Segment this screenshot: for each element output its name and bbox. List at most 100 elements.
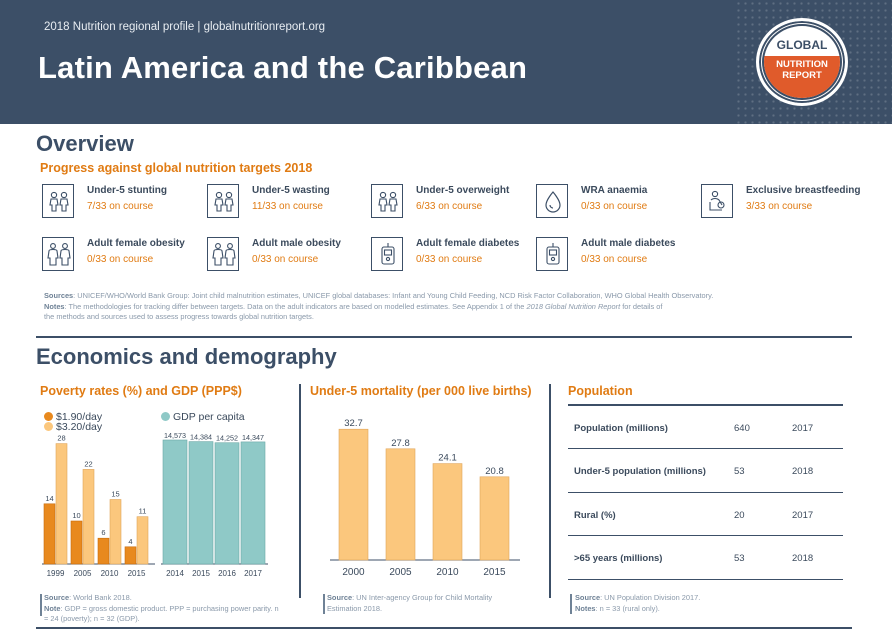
poverty-label-190: 14 (45, 494, 53, 503)
gdp-chart: 14,573 2014 14,384 2015 14,252 2016 14,347 2017 (161, 431, 268, 578)
child-pair-icon (207, 184, 239, 218)
poverty-label-190: 10 (72, 511, 80, 520)
notes-text-2: for details of (620, 301, 663, 311)
target-under-5-overweight: Under-5 overweight 6/33 on course (371, 184, 536, 224)
poverty-chart: 14 28 1999 10 22 2005 6 15 2010 4 11 2015 (42, 434, 155, 578)
logo-line-3: REPORT (782, 70, 822, 81)
poverty-source-note: Source: World Bank 2018. Note: GDP = gro… (44, 593, 284, 625)
mortality-bar (432, 463, 463, 561)
mortality-source-note: Source: UN Inter-agency Group for Child … (327, 593, 497, 614)
mortality-tick-label: 2000 (342, 567, 365, 578)
target-status: 0/33 on course (581, 254, 648, 265)
poverty-tick-label: 2010 (101, 569, 119, 578)
gdp-legend: GDP per capita (161, 411, 245, 423)
bottom-rule (36, 627, 852, 629)
population-source-label: Source (575, 593, 601, 602)
notes-label: Notes (44, 301, 65, 311)
poverty-label-190: 4 (128, 537, 132, 546)
poverty-bar-320 (109, 499, 122, 565)
poverty-bar-190 (70, 520, 83, 565)
poverty-source-text: : World Bank 2018. (69, 593, 132, 602)
target-under-5-stunting: Under-5 stunting 7/33 on course (42, 184, 207, 224)
mortality-source-text: : UN Inter-agency Group for Child Mortal… (327, 593, 493, 613)
target-exclusive-breastfeeding: Exclusive breastfeeding 3/33 on course (701, 184, 866, 224)
poverty-tick-label: 1999 (47, 569, 65, 578)
gdp-value-label: 14,347 (242, 433, 264, 442)
legend-label-190: $1.90/day (56, 411, 103, 423)
column-divider-1 (299, 384, 301, 598)
adult-pair-icon (42, 237, 74, 271)
legend-swatch-320 (44, 422, 53, 431)
mortality-source-label: Source (327, 593, 353, 602)
legend-item-320: $3.20/day (44, 421, 102, 433)
population-row-year: 2018 (792, 553, 814, 564)
notes-line-2: the methods and sources used to assess p… (44, 312, 314, 321)
page-header: 2018 Nutrition regional profile | global… (0, 0, 892, 124)
gdp-tick-label: 2016 (218, 569, 236, 578)
logo-line-2: NUTRITION (776, 59, 828, 70)
poverty-source-label: Source (44, 593, 70, 602)
mortality-value-label: 24.1 (438, 453, 457, 464)
gdp-tick-label: 2017 (244, 569, 262, 578)
population-row-value: 640 (734, 422, 750, 434)
legend-swatch-gdp (161, 412, 170, 421)
target-adult-female-obesity: Adult female obesity 0/33 on course (42, 237, 207, 277)
population-table: Population (millions) 640 2017 Under-5 popu… (568, 404, 843, 580)
sources-label: Sources (44, 291, 74, 300)
sources-text: : UNICEF/WHO/World Bank Group: Joint chi… (73, 291, 714, 300)
glucose-meter-icon (371, 237, 403, 271)
poverty-bar-320 (136, 516, 149, 565)
population-note-label: Notes (575, 603, 596, 613)
population-row-year: 2017 (792, 509, 814, 521)
gdp-tick-label: 2014 (166, 569, 184, 578)
legend-label-gdp: GDP per capita (173, 411, 245, 423)
target-under-5-wasting: Under-5 wasting 11/33 on course (207, 184, 372, 224)
blood-drop-icon (536, 184, 568, 218)
population-row: Rural (%) 20 2017 (568, 493, 843, 536)
poverty-label-320: 11 (139, 507, 147, 516)
poverty-tick-label: 2005 (74, 569, 92, 578)
target-status: 0/33 on course (416, 254, 483, 265)
target-label: Under-5 stunting (87, 185, 167, 196)
gdp-value-label: 14,573 (164, 431, 186, 440)
population-row-year: 2018 (792, 466, 814, 477)
legend-label-320: $3.20/day (56, 421, 103, 433)
poverty-note-label: Note (44, 603, 61, 613)
population-source-text: : UN Population Division 2017. (600, 593, 701, 602)
population-table-top-rule (568, 404, 843, 406)
logo-line-1: GLOBAL (776, 38, 828, 52)
target-label: Exclusive breastfeeding (746, 185, 861, 196)
population-row-year: 2017 (792, 422, 814, 434)
target-status: 0/33 on course (87, 254, 154, 265)
poverty-bar-190 (124, 546, 137, 565)
mortality-bar (479, 476, 510, 561)
target-label: Adult female diabetes (416, 238, 520, 249)
mortality-tick-label: 2015 (483, 567, 506, 578)
population-row-label: Rural (%) (574, 509, 616, 521)
target-label: Adult male obesity (252, 238, 341, 249)
target-label: Adult male diabetes (581, 238, 676, 249)
poverty-source-bar (40, 594, 42, 616)
poverty-note-text: : GDP = gross domestic product. PPP = pu… (44, 603, 279, 624)
target-label: Under-5 overweight (416, 185, 510, 196)
gdp-value-label: 14,384 (190, 433, 212, 442)
poverty-bar-320 (82, 469, 95, 565)
population-source-bar (570, 594, 572, 614)
poverty-gdp-title: Poverty rates (%) and GDP (PPP$) (40, 384, 242, 398)
poverty-label-320: 22 (84, 459, 92, 468)
population-title: Population (568, 384, 633, 398)
population-note-text: : n = 33 (rural only). (595, 603, 660, 613)
poverty-label-320: 28 (57, 434, 65, 443)
notes-italic: 2018 Global Nutrition Report (526, 301, 621, 311)
child-pair-icon (371, 184, 403, 218)
poverty-label-190: 6 (101, 528, 105, 537)
target-adult-female-diabetes: Adult female diabetes 0/33 on course (371, 237, 536, 277)
legend-swatch-190 (44, 412, 53, 421)
gdp-bar (240, 441, 266, 565)
mortality-bar (385, 448, 416, 561)
population-row: Population (millions) 640 2017 (568, 406, 843, 449)
poverty-bar-190 (43, 503, 56, 565)
target-status: 6/33 on course (416, 201, 483, 212)
gdp-bar (188, 441, 214, 565)
target-label: Adult female obesity (87, 238, 185, 249)
